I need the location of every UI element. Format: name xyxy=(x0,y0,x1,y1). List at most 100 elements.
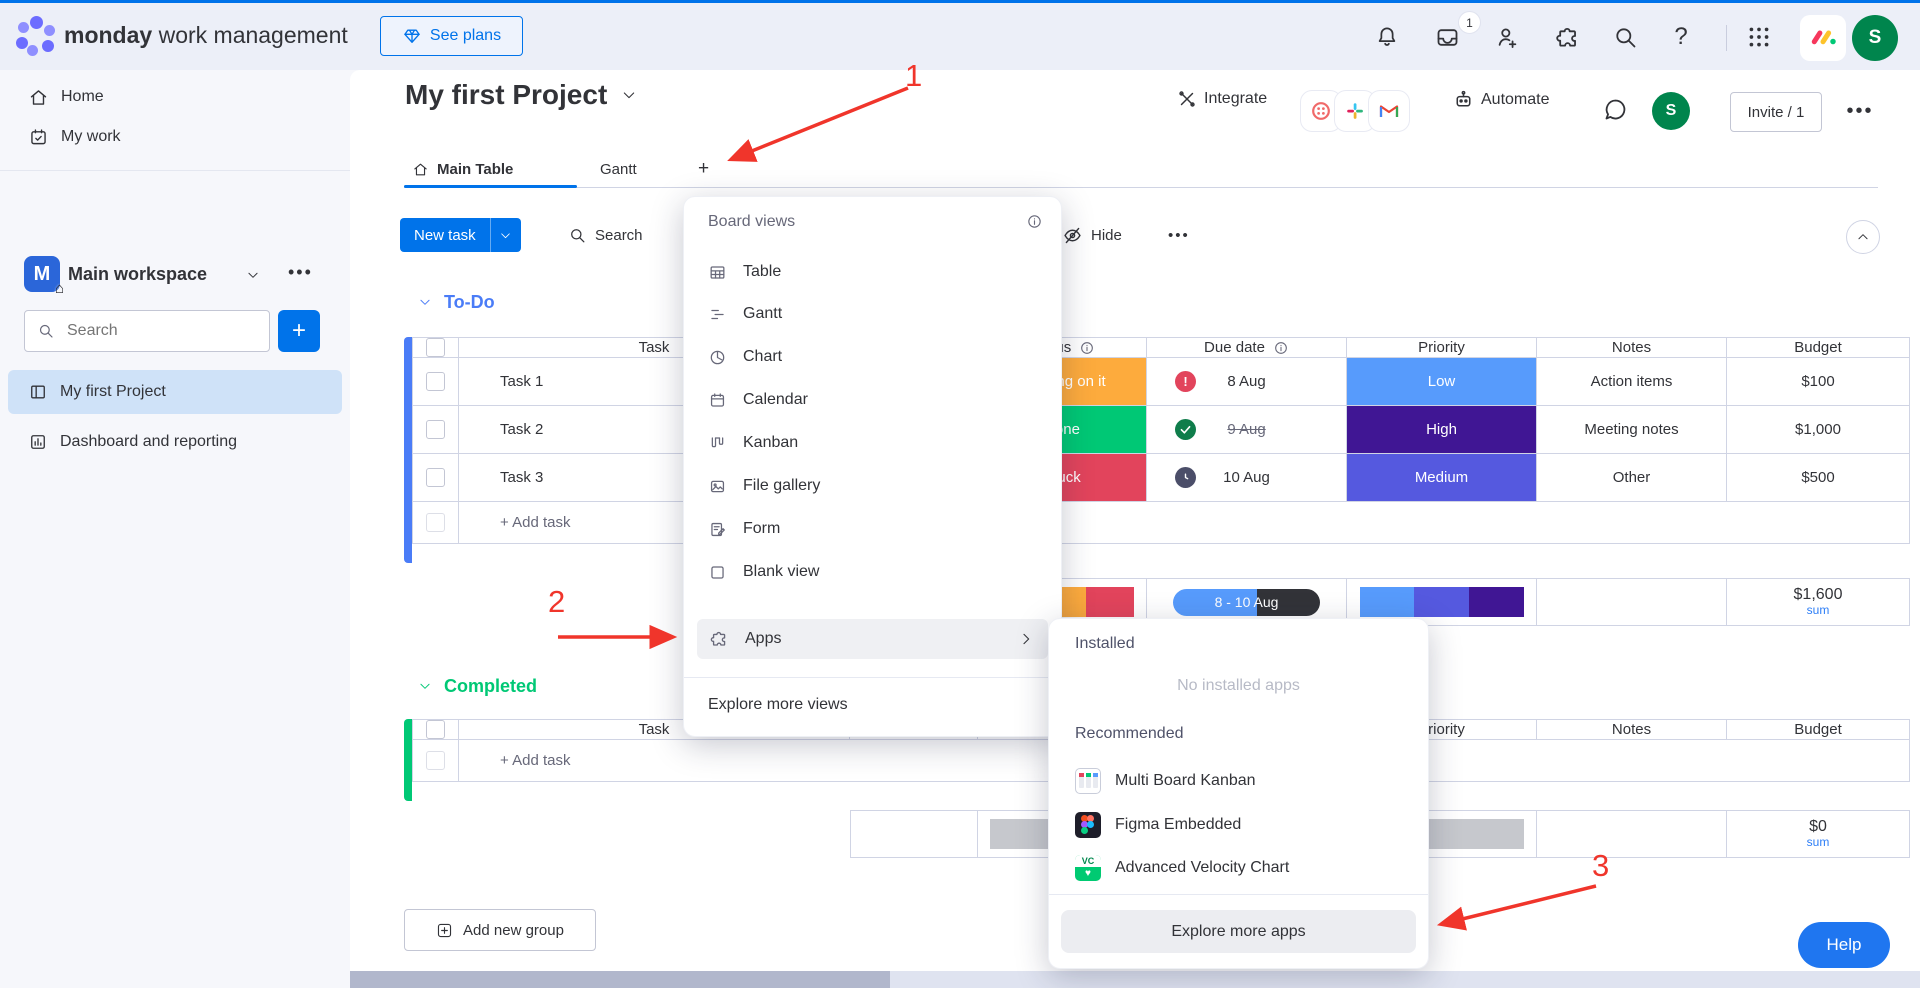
row-select-cell[interactable] xyxy=(412,454,459,502)
see-plans-button[interactable]: See plans xyxy=(380,16,523,56)
info-icon[interactable] xyxy=(1079,340,1095,356)
explore-more-apps-button[interactable]: Explore more apps xyxy=(1061,910,1416,953)
budget-cell[interactable]: $1,000 xyxy=(1727,406,1910,454)
due-date-cell[interactable]: ! 8 Aug xyxy=(1147,358,1347,406)
workspace-chevron-down-icon[interactable] xyxy=(246,268,260,282)
monday-logo-icon[interactable] xyxy=(16,16,58,58)
product-switcher-grid-icon[interactable] xyxy=(1744,22,1774,52)
menu-item-chart[interactable]: Chart xyxy=(684,336,1061,378)
menu-item-kanban[interactable]: Kanban xyxy=(684,422,1061,464)
row-checkbox[interactable] xyxy=(426,372,445,391)
column-header-priority[interactable]: Priority xyxy=(1347,337,1537,358)
inbox-tray-icon[interactable] xyxy=(1432,22,1462,52)
help-question-icon[interactable]: ? xyxy=(1674,23,1688,50)
menu-item-table[interactable]: Table xyxy=(684,251,1061,293)
collapse-header-button[interactable] xyxy=(1846,220,1880,254)
notes-cell[interactable]: Other xyxy=(1537,454,1727,502)
row-select-cell[interactable] xyxy=(412,740,459,782)
info-icon[interactable] xyxy=(1026,213,1043,230)
sidebar-item-home[interactable]: Home xyxy=(16,78,334,116)
robot-icon xyxy=(1456,90,1471,107)
integrate-button[interactable]: Integrate xyxy=(1176,88,1267,110)
board-chat-icon[interactable] xyxy=(1600,94,1630,124)
priority-cell[interactable]: High xyxy=(1347,406,1537,454)
search-icon[interactable] xyxy=(1610,22,1640,52)
select-all-cell[interactable] xyxy=(412,719,459,740)
column-header-notes[interactable]: Notes xyxy=(1537,719,1727,740)
notifications-bell-icon[interactable] xyxy=(1372,22,1402,52)
column-header-due-date[interactable]: Due date xyxy=(1147,337,1347,358)
board-search-button[interactable]: Search xyxy=(568,218,643,252)
horizontal-scrollbar-thumb[interactable] xyxy=(350,971,890,988)
toolbar-dots-icon[interactable]: ••• xyxy=(1168,226,1190,244)
add-view-button[interactable]: + xyxy=(698,158,710,179)
app-item-figma-embedded[interactable]: Figma Embedded xyxy=(1075,810,1241,840)
group-collapse-chevron-icon[interactable] xyxy=(418,295,432,309)
menu-item-blank-view[interactable]: Blank view xyxy=(684,551,1061,593)
monday-product-chip-icon[interactable] xyxy=(1800,15,1846,61)
due-date-cell[interactable]: 10 Aug xyxy=(1147,454,1347,502)
automate-button[interactable]: Automate xyxy=(1452,88,1549,111)
row-select-cell[interactable] xyxy=(412,406,459,454)
app-item-advanced-velocity-chart[interactable]: VC ♥ Advanced Velocity Chart xyxy=(1075,853,1289,883)
sidebar-item-my-first-project[interactable]: My first Project xyxy=(8,370,342,414)
row-checkbox[interactable] xyxy=(426,468,445,487)
group-collapse-chevron-icon[interactable] xyxy=(418,679,432,693)
column-header-budget[interactable]: Budget xyxy=(1727,337,1910,358)
board-options-dots-icon[interactable]: ••• xyxy=(1846,99,1874,122)
notes-cell[interactable]: Meeting notes xyxy=(1537,406,1727,454)
info-icon[interactable] xyxy=(1273,340,1289,356)
notes-cell[interactable]: Action items xyxy=(1537,358,1727,406)
column-header-notes[interactable]: Notes xyxy=(1537,337,1727,358)
menu-item-calendar[interactable]: Calendar xyxy=(684,379,1061,421)
sidebar-add-button[interactable]: + xyxy=(278,310,320,352)
group-title-todo[interactable]: To-Do xyxy=(418,288,495,316)
group-title-completed[interactable]: Completed xyxy=(418,672,537,700)
user-avatar[interactable]: S xyxy=(1852,15,1898,61)
sidebar-search-input[interactable] xyxy=(65,321,239,341)
sidebar-item-dashboard-and-reporting[interactable]: Dashboard and reporting xyxy=(8,420,342,464)
summary-budget-cell[interactable]: $1,600 sum xyxy=(1727,578,1910,626)
menu-item-file-gallery[interactable]: File gallery xyxy=(684,465,1061,507)
budget-cell[interactable]: $500 xyxy=(1727,454,1910,502)
summary-budget-cell[interactable]: $0 sum xyxy=(1727,810,1910,858)
row-select-cell[interactable] xyxy=(412,502,459,544)
app-item-multi-board-kanban[interactable]: Multi Board Kanban xyxy=(1075,766,1256,796)
new-task-button[interactable]: New task xyxy=(400,218,521,252)
select-all-checkbox[interactable] xyxy=(426,720,445,739)
new-task-dropdown[interactable] xyxy=(489,218,521,252)
tab-gantt[interactable]: Gantt xyxy=(600,160,637,178)
tab-main-table[interactable]: Main Table xyxy=(412,152,513,186)
workspace-avatar[interactable]: M ⌂ xyxy=(24,256,64,297)
help-button[interactable]: Help xyxy=(1798,922,1890,968)
workspace-name[interactable]: Main workspace xyxy=(68,264,208,284)
row-checkbox[interactable] xyxy=(426,420,445,439)
invite-button[interactable]: Invite / 1 xyxy=(1730,92,1822,132)
budget-cell[interactable]: $100 xyxy=(1727,358,1910,406)
integration-badges xyxy=(1300,90,1410,132)
workspace-menu-dots-icon[interactable]: ••• xyxy=(288,262,313,282)
board-member-avatar[interactable]: S xyxy=(1652,92,1690,130)
apps-marketplace-icon[interactable] xyxy=(1552,22,1582,52)
priority-cell[interactable]: Medium xyxy=(1347,454,1537,502)
invite-members-icon[interactable] xyxy=(1492,22,1522,52)
row-checkbox[interactable] xyxy=(426,513,445,532)
add-new-group-button[interactable]: Add new group xyxy=(404,909,596,951)
sidebar-item-my-work[interactable]: My work xyxy=(16,118,334,156)
hide-columns-button[interactable]: Hide xyxy=(1062,218,1122,252)
select-all-cell[interactable] xyxy=(412,337,459,358)
select-all-checkbox[interactable] xyxy=(426,338,445,357)
sidebar-search[interactable] xyxy=(24,310,270,352)
priority-cell[interactable]: Low xyxy=(1347,358,1537,406)
board-title[interactable]: My first Project xyxy=(405,79,637,111)
explore-more-views-button[interactable]: Explore more views xyxy=(708,696,848,713)
column-header-budget[interactable]: Budget xyxy=(1727,719,1910,740)
table-row: Task 2 Done 9 Aug High Meeting notes $1,… xyxy=(412,406,1910,454)
row-select-cell[interactable] xyxy=(412,358,459,406)
add-task-button[interactable]: + Add task xyxy=(459,502,1910,544)
menu-item-form[interactable]: Form xyxy=(684,508,1061,550)
menu-item-gantt[interactable]: Gantt xyxy=(684,293,1061,335)
row-checkbox[interactable] xyxy=(426,751,445,770)
due-date-cell[interactable]: 9 Aug xyxy=(1147,406,1347,454)
menu-item-apps[interactable]: Apps xyxy=(697,619,1048,659)
